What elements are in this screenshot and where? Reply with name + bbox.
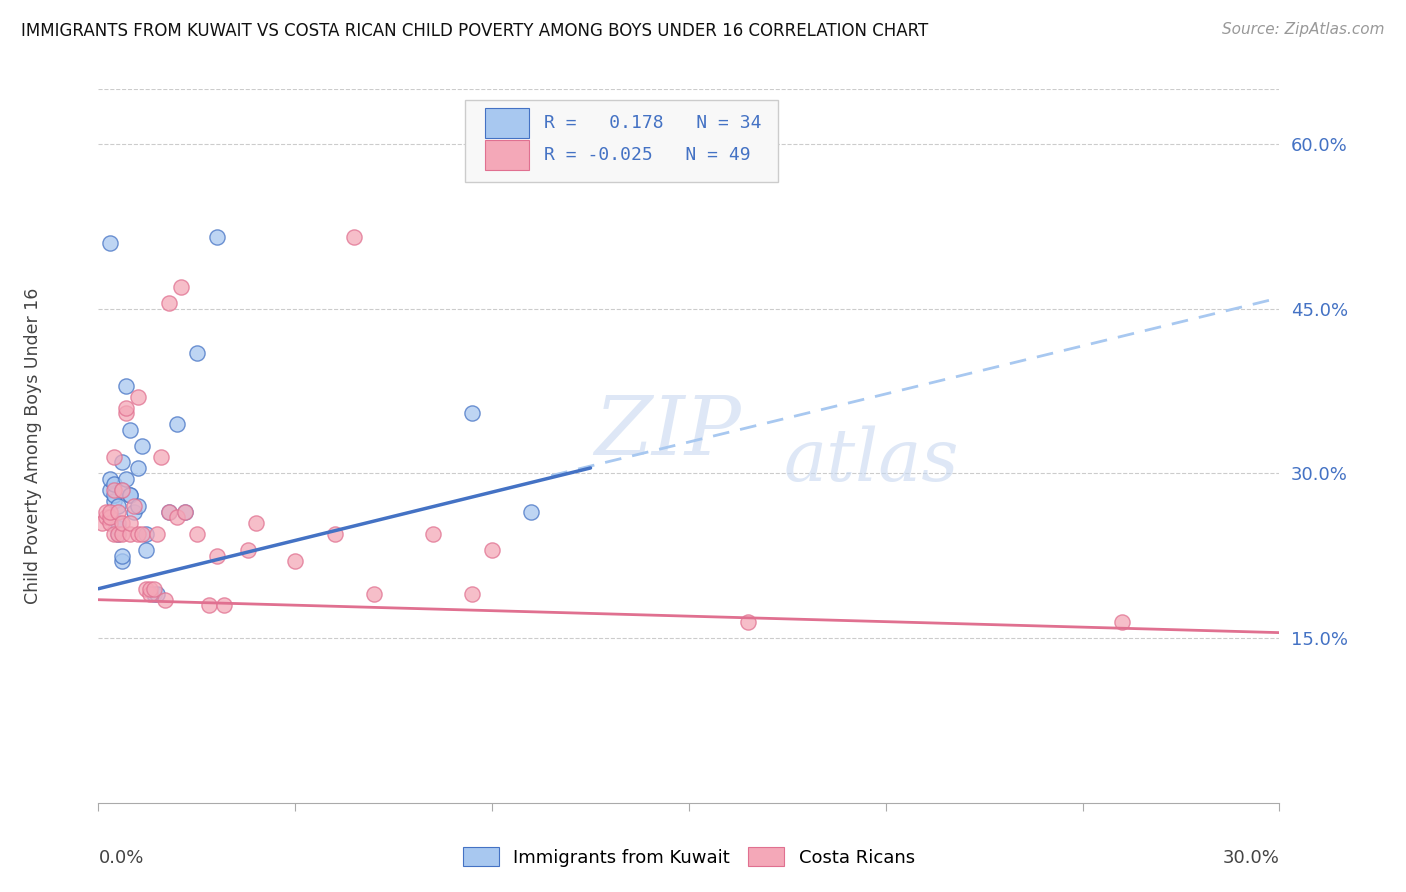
Point xyxy=(98,235,121,250)
Point xyxy=(103,488,125,502)
Point xyxy=(737,615,759,629)
Point xyxy=(205,230,228,244)
Point xyxy=(146,587,169,601)
Point xyxy=(146,526,169,541)
Point xyxy=(107,521,129,535)
Point xyxy=(520,505,543,519)
Point xyxy=(284,554,307,568)
Point xyxy=(103,526,125,541)
Point xyxy=(107,505,129,519)
Point xyxy=(122,505,145,519)
FancyBboxPatch shape xyxy=(464,100,778,182)
Point xyxy=(98,510,121,524)
Point xyxy=(98,516,121,530)
Point xyxy=(96,510,118,524)
Point xyxy=(157,505,180,519)
Point xyxy=(174,505,197,519)
Point xyxy=(111,554,134,568)
Point xyxy=(135,543,157,558)
Text: 30.0%: 30.0% xyxy=(1223,849,1279,867)
Point xyxy=(98,505,121,519)
FancyBboxPatch shape xyxy=(485,140,530,169)
Point xyxy=(205,549,228,563)
Point xyxy=(186,526,208,541)
Point xyxy=(1111,615,1133,629)
Point xyxy=(91,516,114,530)
Point xyxy=(245,516,267,530)
Point xyxy=(343,230,366,244)
Point xyxy=(157,296,180,310)
Point xyxy=(103,450,125,464)
Point xyxy=(115,378,138,392)
Point xyxy=(98,483,121,497)
Point xyxy=(323,526,346,541)
Text: R = -0.025   N = 49: R = -0.025 N = 49 xyxy=(544,146,751,164)
Point xyxy=(138,587,160,601)
Text: Source: ZipAtlas.com: Source: ZipAtlas.com xyxy=(1222,22,1385,37)
Point xyxy=(107,516,129,530)
Text: atlas: atlas xyxy=(783,425,959,496)
Point xyxy=(111,483,134,497)
Point xyxy=(422,526,444,541)
Point xyxy=(142,587,165,601)
Point xyxy=(138,582,160,596)
Point xyxy=(111,516,134,530)
Point xyxy=(214,598,236,612)
Point xyxy=(166,510,188,524)
Legend: Immigrants from Kuwait, Costa Ricans: Immigrants from Kuwait, Costa Ricans xyxy=(454,838,924,876)
Point xyxy=(170,280,193,294)
Point xyxy=(111,483,134,497)
Point xyxy=(111,455,134,469)
Text: 0.0%: 0.0% xyxy=(98,849,143,867)
Point xyxy=(461,406,484,420)
Point xyxy=(127,390,149,404)
Point xyxy=(135,582,157,596)
Point xyxy=(118,423,141,437)
Point xyxy=(115,472,138,486)
Point xyxy=(186,345,208,359)
FancyBboxPatch shape xyxy=(485,108,530,137)
Point xyxy=(122,500,145,514)
Text: R =   0.178   N = 34: R = 0.178 N = 34 xyxy=(544,114,761,132)
Point xyxy=(157,505,180,519)
Text: IMMIGRANTS FROM KUWAIT VS COSTA RICAN CHILD POVERTY AMONG BOYS UNDER 16 CORRELAT: IMMIGRANTS FROM KUWAIT VS COSTA RICAN CH… xyxy=(21,22,928,40)
Point xyxy=(118,516,141,530)
Point xyxy=(127,526,149,541)
Point xyxy=(197,598,219,612)
Point xyxy=(111,549,134,563)
Point xyxy=(115,406,138,420)
Point xyxy=(118,526,141,541)
Point xyxy=(103,477,125,491)
Point xyxy=(131,439,153,453)
Point xyxy=(174,505,197,519)
Point xyxy=(107,526,129,541)
Point xyxy=(115,401,138,415)
Point xyxy=(155,592,177,607)
Text: ZIP: ZIP xyxy=(595,392,741,472)
Point xyxy=(96,505,118,519)
Text: Child Poverty Among Boys Under 16: Child Poverty Among Boys Under 16 xyxy=(24,288,42,604)
Point xyxy=(107,526,129,541)
Point xyxy=(111,526,134,541)
Point xyxy=(118,488,141,502)
Point xyxy=(118,488,141,502)
Point xyxy=(461,587,484,601)
Point xyxy=(127,500,149,514)
Point xyxy=(103,494,125,508)
Point xyxy=(481,543,503,558)
Point xyxy=(127,461,149,475)
Point xyxy=(150,450,173,464)
Point xyxy=(98,472,121,486)
Point xyxy=(363,587,385,601)
Point xyxy=(135,526,157,541)
Point xyxy=(166,417,188,431)
Point xyxy=(107,500,129,514)
Point xyxy=(142,582,165,596)
Point xyxy=(236,543,259,558)
Point xyxy=(131,526,153,541)
Point xyxy=(103,483,125,497)
